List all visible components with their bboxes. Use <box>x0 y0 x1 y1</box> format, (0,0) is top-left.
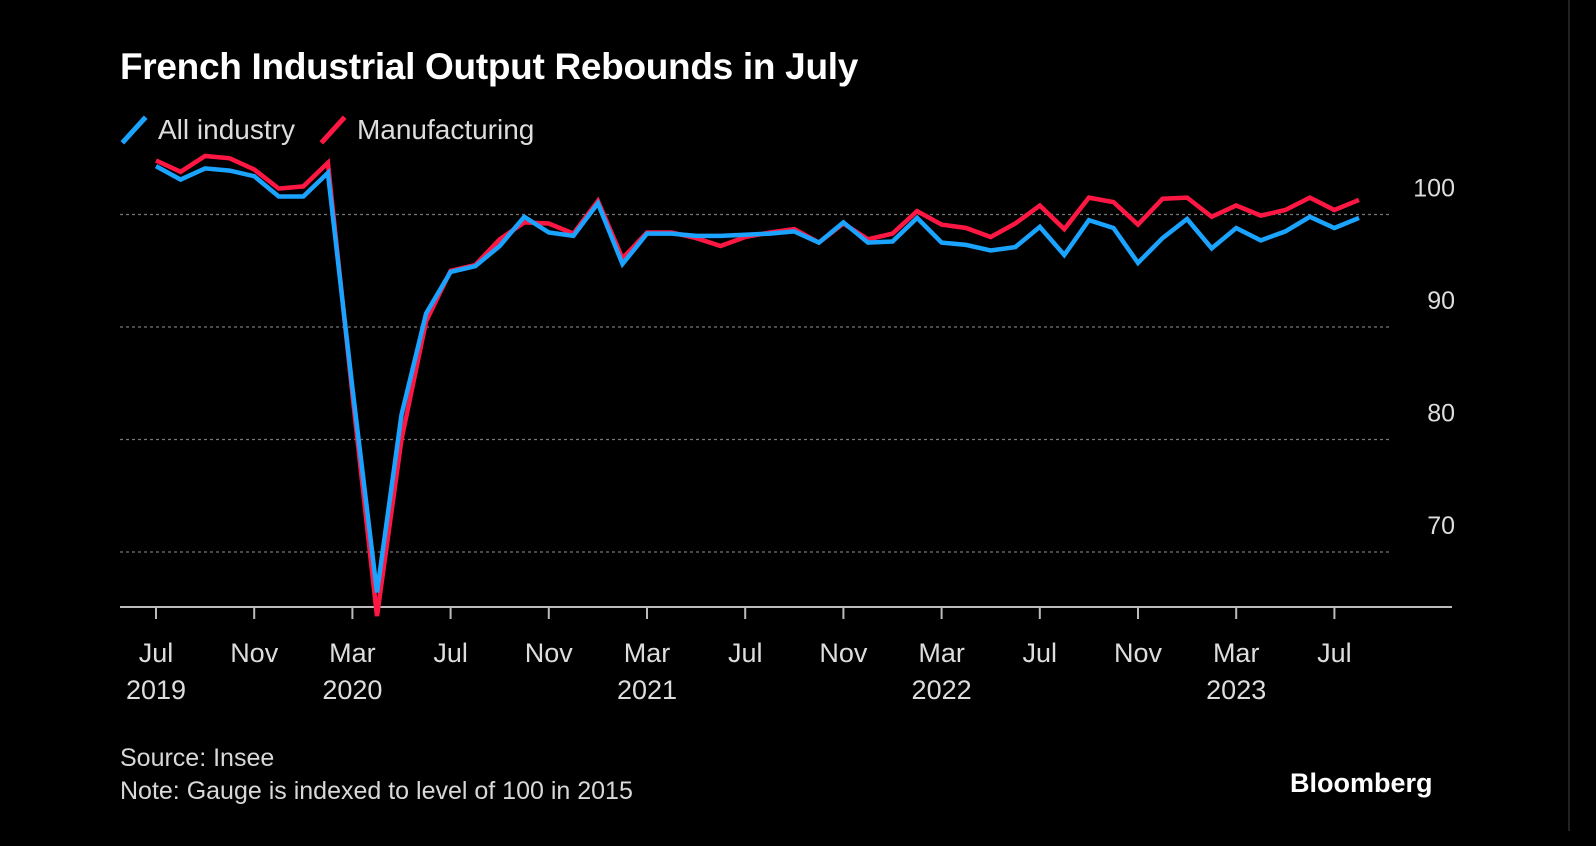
x-tick-label-2022-11: Nov <box>1114 638 1163 668</box>
x-tick-label-2021-03: Mar <box>624 638 671 668</box>
x-tick-label-2020-11: Nov <box>525 638 574 668</box>
x-tick-year-2023-03: 2023 <box>1206 675 1266 705</box>
series-line-all-industry <box>154 164 1360 593</box>
x-tick-label-2023-03: Mar <box>1213 638 1260 668</box>
y-tick-label-100: 100 <box>1413 175 1455 203</box>
y-tick-label-80: 80 <box>1427 400 1455 428</box>
legend-item-all-industry: All industry <box>120 114 295 146</box>
x-tick-label-2021-07: Jul <box>728 638 763 668</box>
bloomberg-logo: Bloomberg <box>1290 768 1433 798</box>
source-text: Source: Insee <box>120 744 275 772</box>
y-tick-label-90: 90 <box>1427 287 1455 315</box>
x-tick-label-2023-07: Jul <box>1317 638 1352 668</box>
x-tick-label-2019-07: Jul <box>139 638 174 668</box>
legend-label-manufacturing: Manufacturing <box>356 114 535 145</box>
x-tick-year-2021-03: 2021 <box>617 675 677 705</box>
x-tick-label-2020-07: Jul <box>433 638 468 668</box>
chart-frame <box>1568 0 1570 831</box>
x-tick-year-2022-03: 2022 <box>912 675 972 705</box>
legend-label-all-industry: All industry <box>158 114 295 145</box>
x-tick-label-2020-03: Mar <box>329 638 376 668</box>
y-tick-label-70: 70 <box>1427 512 1455 540</box>
x-tick-label-2019-11: Nov <box>230 638 279 668</box>
chart-title: French Industrial Output Rebounds in Jul… <box>120 46 858 87</box>
legend: All industry Manufacturing <box>120 114 558 146</box>
x-tick-year-2020-03: 2020 <box>322 675 382 705</box>
legend-item-manufacturing: Manufacturing <box>319 114 534 146</box>
x-tick-label-2022-07: Jul <box>1023 638 1058 668</box>
x-tick-year-2019-07: 2019 <box>126 675 186 705</box>
source-notes: Source: Insee Note: Gauge is indexed to … <box>120 742 633 808</box>
x-tick-label-2021-11: Nov <box>819 638 868 668</box>
note-text: Note: Gauge is indexed to level of 100 i… <box>120 777 633 805</box>
x-tick-label-2022-03: Mar <box>918 638 965 668</box>
legend-swatch-all-industry <box>120 115 148 145</box>
legend-swatch-manufacturing <box>319 115 347 145</box>
